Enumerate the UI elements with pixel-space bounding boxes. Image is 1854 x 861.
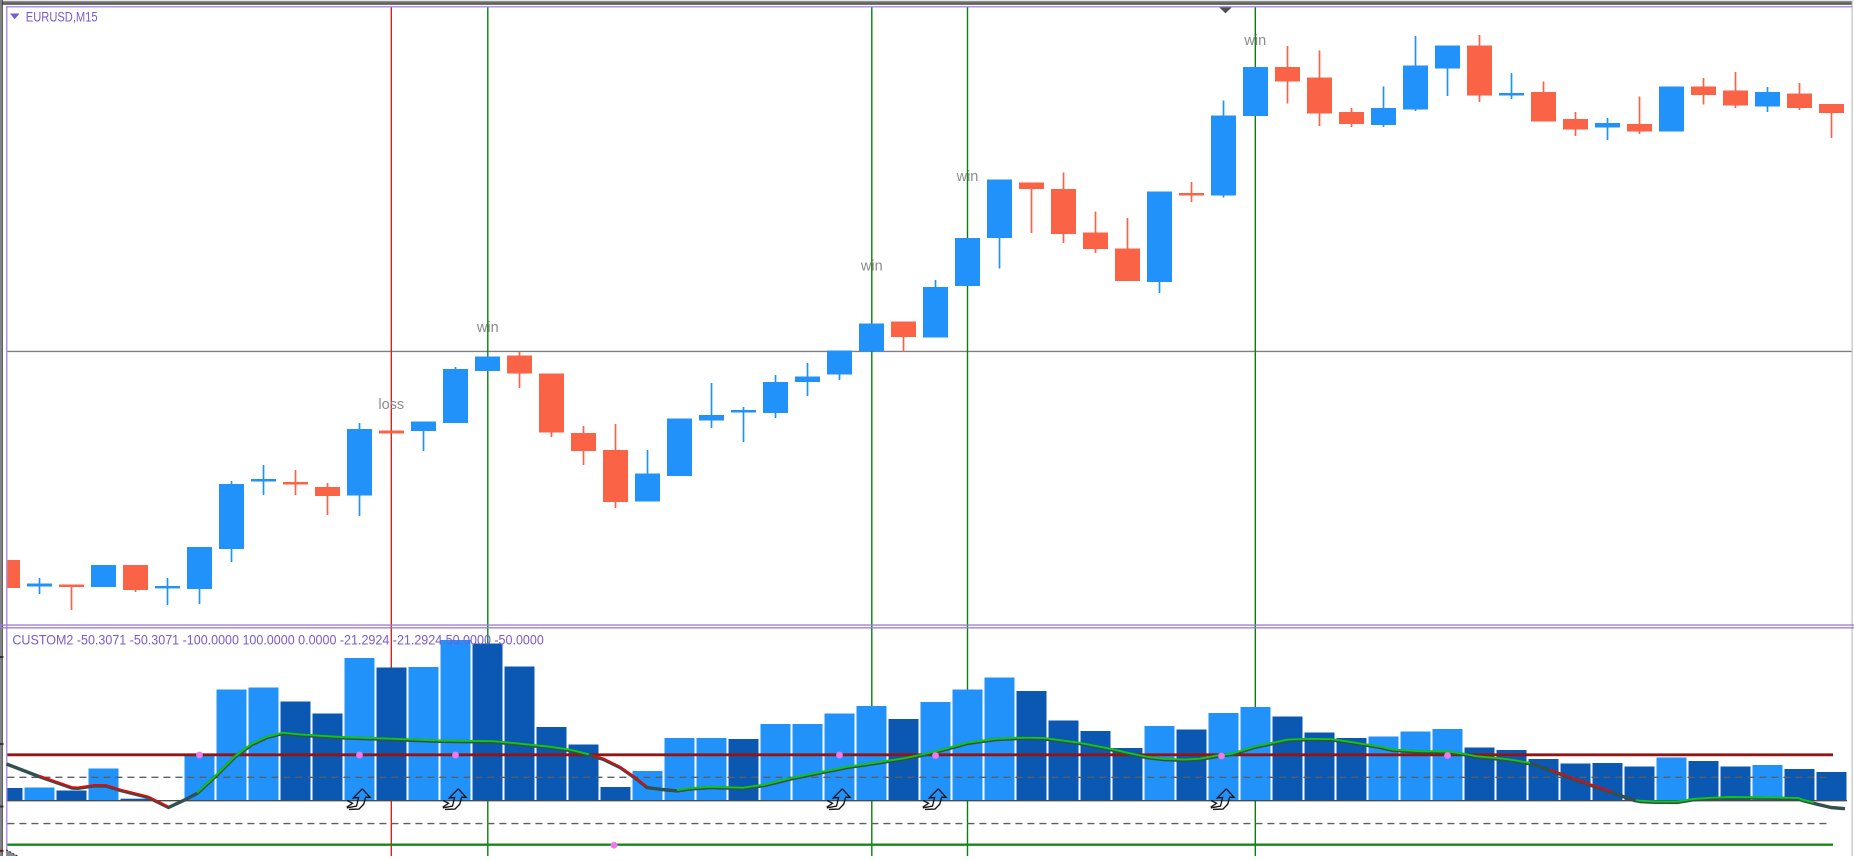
svg-text:loss: loss (378, 397, 404, 413)
svg-text:EURUSD,M15: EURUSD,M15 (26, 10, 98, 25)
svg-text:win: win (860, 259, 883, 275)
svg-text:CUSTOM2 -50.3071 -50.3071 -100: CUSTOM2 -50.3071 -50.3071 -100.0000 100.… (12, 632, 544, 647)
svg-text:win: win (956, 169, 979, 185)
svg-text:win: win (1243, 33, 1266, 49)
svg-text:win: win (476, 320, 499, 336)
